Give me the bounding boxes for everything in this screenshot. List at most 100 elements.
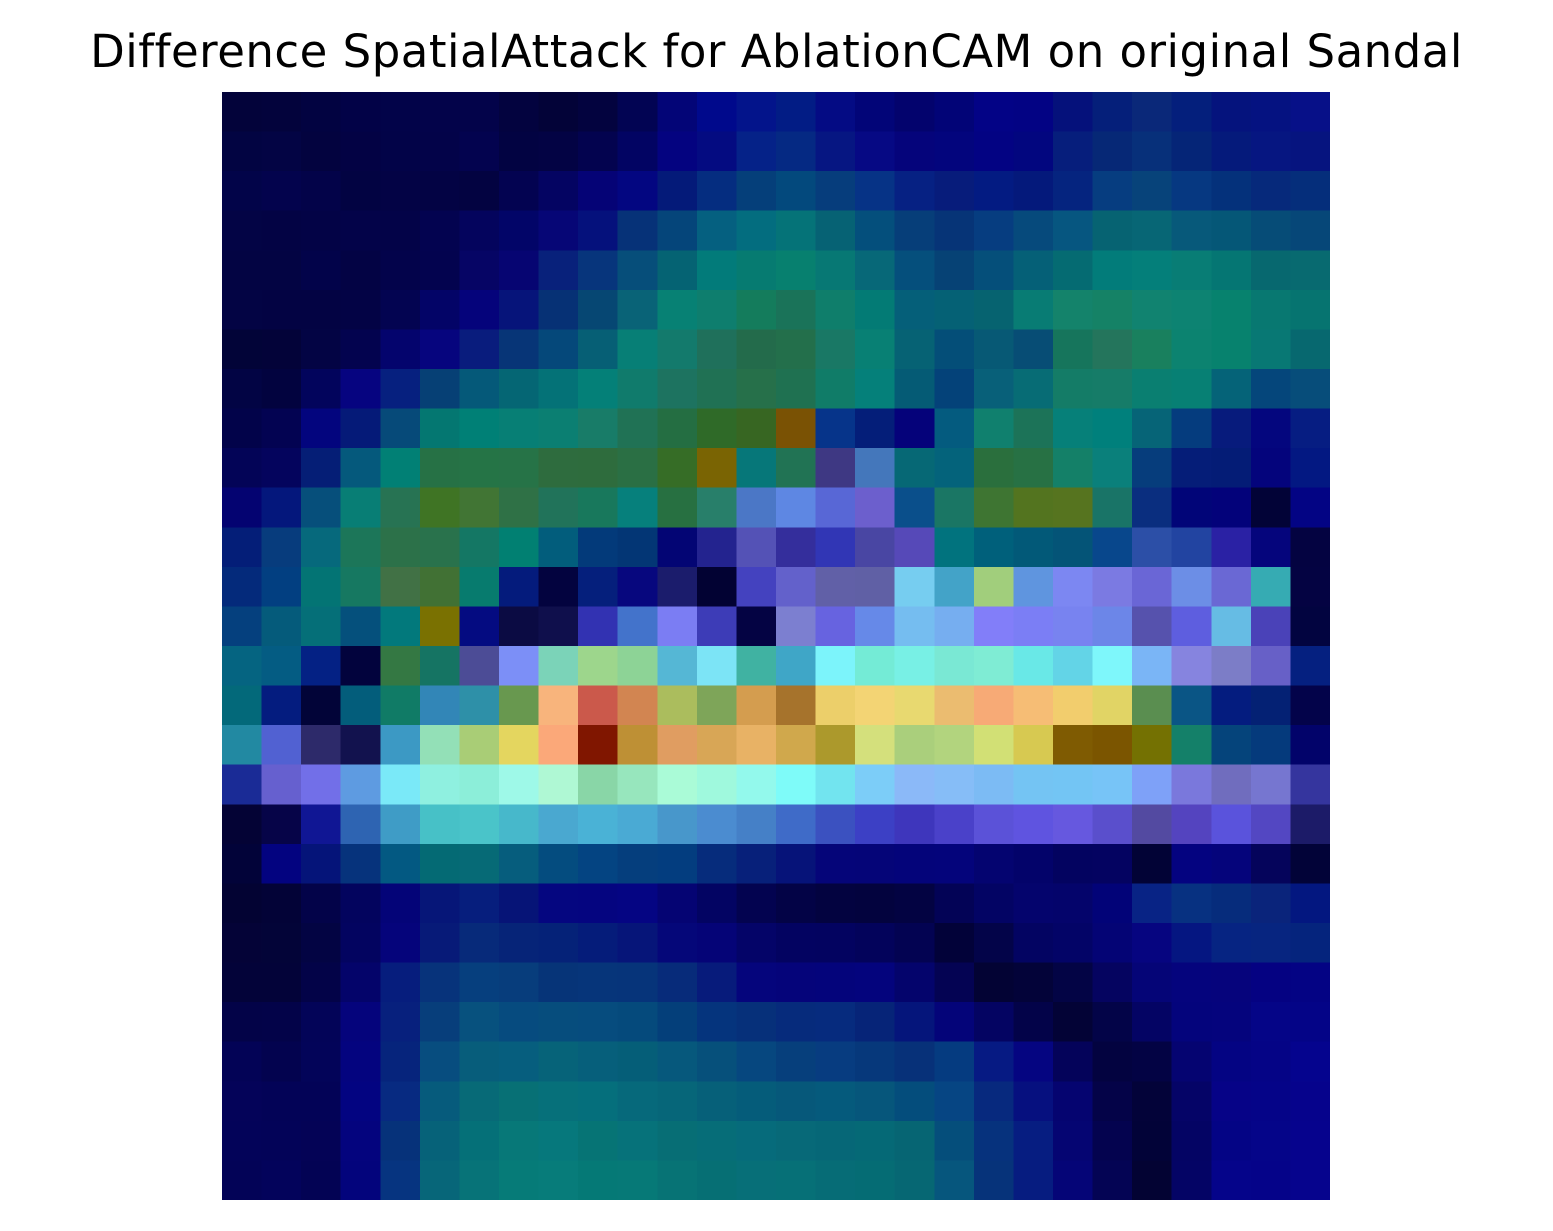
heatmap-cell-r24-c11 — [657, 1041, 698, 1082]
heatmap-cell-r0-c22 — [1092, 92, 1133, 133]
heatmap-cell-r13-c11 — [657, 606, 698, 647]
heatmap-cell-r6-c25 — [1211, 329, 1252, 370]
heatmap-cell-r3-c5 — [419, 210, 461, 251]
heatmap-cell-r22-c0 — [222, 962, 263, 1003]
heatmap-cell-r5-c20 — [1013, 289, 1054, 331]
heatmap-cell-r22-c25 — [1211, 962, 1252, 1003]
heatmap-cell-r6-c2 — [301, 329, 342, 370]
heatmap-cell-r3-c8 — [538, 210, 579, 251]
heatmap-cell-r18-c26 — [1250, 804, 1292, 845]
heatmap-cell-r17-c7 — [499, 764, 540, 805]
heatmap-cell-r2-c25 — [1211, 171, 1252, 212]
heatmap-cell-r24-c22 — [1092, 1041, 1133, 1082]
heatmap-cell-r12-c10 — [617, 566, 658, 608]
heatmap-cell-r27-c26 — [1250, 1160, 1292, 1200]
heatmap-cell-r12-c0 — [222, 566, 263, 608]
heatmap-cell-r9-c1 — [261, 448, 302, 489]
heatmap-cell-r4-c8 — [538, 250, 579, 291]
heatmap-cell-r6-c11 — [657, 329, 698, 370]
heatmap-cell-r1-c20 — [1013, 131, 1054, 172]
heatmap-cell-r17-c14 — [776, 764, 817, 805]
heatmap-cell-r6-c4 — [380, 329, 421, 370]
heatmap-cell-r24-c8 — [538, 1041, 579, 1082]
heatmap-cell-r27-c5 — [419, 1160, 461, 1200]
heatmap-cell-r6-c12 — [696, 329, 738, 370]
heatmap-cell-r14-c18 — [934, 646, 975, 687]
heatmap-cell-r18-c17 — [894, 804, 935, 845]
heatmap-cell-r22-c17 — [894, 962, 935, 1003]
heatmap-cell-r12-c11 — [657, 566, 698, 608]
heatmap-cell-r12-c23 — [1132, 566, 1173, 608]
heatmap-cell-r0-c10 — [617, 92, 658, 133]
heatmap-cell-r17-c16 — [855, 764, 896, 805]
heatmap-cell-r20-c13 — [736, 883, 777, 924]
heatmap-cell-r21-c0 — [222, 923, 263, 964]
heatmap-cell-r2-c9 — [578, 171, 619, 212]
heatmap-cell-r15-c1 — [261, 685, 302, 726]
heatmap-cell-r3-c19 — [973, 210, 1015, 251]
heatmap-cell-r22-c16 — [855, 962, 896, 1003]
heatmap-cell-r19-c21 — [1053, 843, 1094, 885]
heatmap-cell-r19-c1 — [261, 843, 302, 885]
heatmap-cell-r21-c11 — [657, 923, 698, 964]
heatmap-cell-r26-c5 — [419, 1120, 461, 1162]
heatmap-cell-r27-c3 — [340, 1160, 381, 1200]
heatmap-cell-r15-c4 — [380, 685, 421, 726]
heatmap-cell-r9-c12 — [696, 448, 738, 489]
heatmap-cell-r14-c21 — [1053, 646, 1094, 687]
heatmap-cell-r26-c25 — [1211, 1120, 1252, 1162]
heatmap-cell-r27-c8 — [538, 1160, 579, 1200]
heatmap-cell-r11-c23 — [1132, 527, 1173, 568]
heatmap-cell-r17-c4 — [380, 764, 421, 805]
heatmap-cell-r16-c2 — [301, 725, 342, 766]
heatmap-cell-r12-c20 — [1013, 566, 1054, 608]
heatmap-cell-r4-c6 — [459, 250, 500, 291]
heatmap-cell-r5-c12 — [696, 289, 738, 331]
heatmap-cell-r7-c10 — [617, 369, 658, 410]
heatmap-cell-r17-c23 — [1132, 764, 1173, 805]
heatmap-cell-r15-c17 — [894, 685, 935, 726]
heatmap-container — [222, 92, 1330, 1200]
heatmap-cell-r21-c22 — [1092, 923, 1133, 964]
heatmap-cell-r12-c16 — [855, 566, 896, 608]
heatmap-cell-r16-c0 — [222, 725, 263, 766]
heatmap-cell-r0-c7 — [499, 92, 540, 133]
heatmap-cell-r11-c22 — [1092, 527, 1133, 568]
heatmap-cell-r15-c9 — [578, 685, 619, 726]
heatmap-cell-r15-c13 — [736, 685, 777, 726]
heatmap-cell-r4-c11 — [657, 250, 698, 291]
heatmap-cell-r3-c11 — [657, 210, 698, 251]
heatmap-cell-r14-c16 — [855, 646, 896, 687]
heatmap-cell-r16-c18 — [934, 725, 975, 766]
heatmap-cell-r21-c10 — [617, 923, 658, 964]
heatmap-cell-r11-c17 — [894, 527, 935, 568]
heatmap-cell-r16-c4 — [380, 725, 421, 766]
heatmap-cell-r4-c14 — [776, 250, 817, 291]
heatmap-cell-r2-c5 — [419, 171, 461, 212]
heatmap-cell-r16-c19 — [973, 725, 1015, 766]
heatmap-cell-r18-c12 — [696, 804, 738, 845]
heatmap-cell-r23-c13 — [736, 1002, 777, 1043]
heatmap-cell-r11-c6 — [459, 527, 500, 568]
heatmap-cell-r19-c15 — [815, 843, 856, 885]
heatmap-cell-r6-c18 — [934, 329, 975, 370]
heatmap-cell-r20-c11 — [657, 883, 698, 924]
heatmap-cell-r2-c11 — [657, 171, 698, 212]
heatmap-cell-r2-c23 — [1132, 171, 1173, 212]
heatmap-cell-r0-c0 — [222, 92, 263, 133]
heatmap-cell-r23-c21 — [1053, 1002, 1094, 1043]
heatmap-cell-r26-c15 — [815, 1120, 856, 1162]
heatmap-cell-r22-c4 — [380, 962, 421, 1003]
heatmap-cell-r0-c18 — [934, 92, 975, 133]
heatmap-cell-r12-c12 — [696, 566, 738, 608]
heatmap-cell-r22-c21 — [1053, 962, 1094, 1003]
heatmap-cell-r23-c19 — [973, 1002, 1015, 1043]
heatmap-cell-r13-c24 — [1171, 606, 1212, 647]
heatmap-cell-r4-c27 — [1290, 250, 1330, 291]
heatmap-cell-r10-c11 — [657, 487, 698, 528]
heatmap-cell-r19-c22 — [1092, 843, 1133, 885]
heatmap-cell-r6-c24 — [1171, 329, 1212, 370]
heatmap-cell-r6-c26 — [1250, 329, 1292, 370]
heatmap-cell-r25-c12 — [696, 1081, 738, 1122]
heatmap-cell-r22-c10 — [617, 962, 658, 1003]
